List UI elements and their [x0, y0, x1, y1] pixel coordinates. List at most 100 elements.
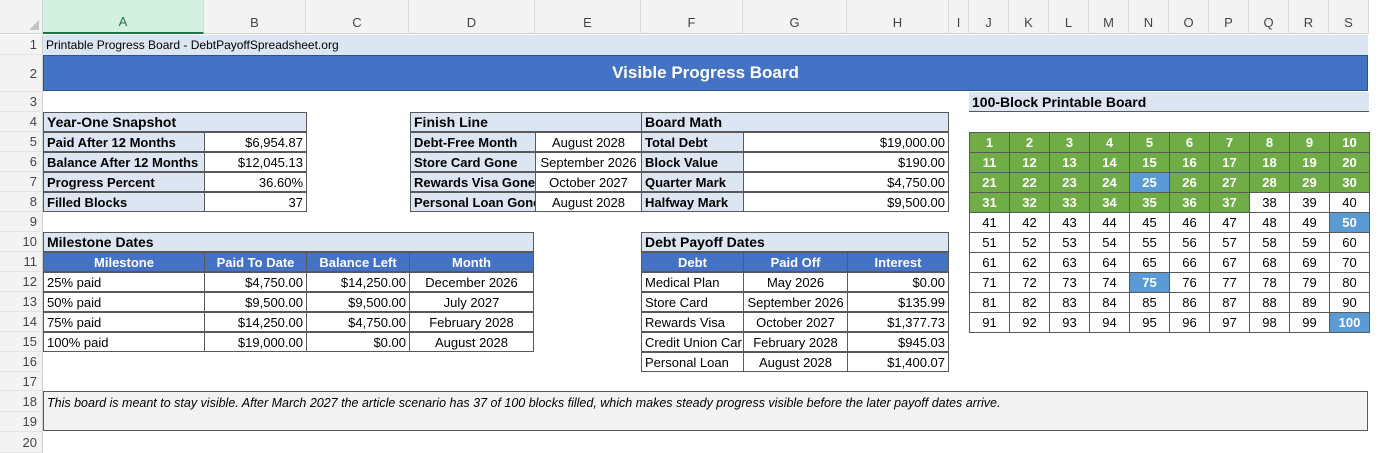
column-header-g[interactable]: G [743, 0, 847, 34]
row-header-16[interactable]: 16 [0, 352, 43, 372]
payoff-cell: October 2027 [743, 312, 848, 332]
column-header-h[interactable]: H [847, 0, 949, 34]
payoff-cell: Rewards Visa [641, 312, 744, 332]
payoff-cell: $1,377.73 [847, 312, 949, 332]
board-block-5: 5 [1129, 132, 1170, 153]
board-block-24: 24 [1089, 172, 1130, 193]
board-block-8: 8 [1249, 132, 1290, 153]
board-block-15: 15 [1129, 152, 1170, 173]
row-header-9[interactable]: 9 [0, 212, 43, 232]
board-block-35: 35 [1129, 192, 1170, 213]
milestones-header: Paid To Date [204, 252, 307, 272]
column-header-j[interactable]: J [969, 0, 1009, 34]
payoff-cell: August 2028 [743, 352, 848, 372]
board-block-22: 22 [1009, 172, 1050, 193]
column-header-f[interactable]: F [641, 0, 743, 34]
row-header-1[interactable]: 1 [0, 35, 43, 55]
row-header-2[interactable]: 2 [0, 55, 43, 92]
row-header-8[interactable]: 8 [0, 192, 43, 212]
board-block-44: 44 [1089, 212, 1130, 233]
select-all-triangle-icon [29, 20, 39, 30]
column-header-c[interactable]: C [306, 0, 409, 34]
column-header-e[interactable]: E [535, 0, 641, 34]
board-block-20: 20 [1329, 152, 1370, 173]
board-block-26: 26 [1169, 172, 1210, 193]
payoff-cell: Credit Union Car [641, 332, 744, 352]
column-header-l[interactable]: L [1049, 0, 1089, 34]
board-block-66: 66 [1169, 252, 1210, 273]
select-all-corner[interactable] [0, 0, 43, 34]
board-block-80: 80 [1329, 272, 1370, 293]
row-header-4[interactable]: 4 [0, 112, 43, 132]
column-header-r[interactable]: R [1289, 0, 1329, 34]
milestones-header: Month [409, 252, 534, 272]
milestones-cell: $9,500.00 [306, 292, 410, 312]
snapshot-title: Year-One Snapshot [43, 112, 307, 132]
row-header-3[interactable]: 3 [0, 92, 43, 112]
board-block-50: 50 [1329, 212, 1370, 233]
board-block-96: 96 [1169, 312, 1210, 333]
board-block-63: 63 [1049, 252, 1090, 273]
milestones-cell: $0.00 [306, 332, 410, 352]
board-block-54: 54 [1089, 232, 1130, 253]
column-header-o[interactable]: O [1169, 0, 1209, 34]
board-block-98: 98 [1249, 312, 1290, 333]
row-header-6[interactable]: 6 [0, 152, 43, 172]
row-header-17[interactable]: 17 [0, 372, 43, 391]
board-block-69: 69 [1289, 252, 1330, 273]
board-block-92: 92 [1009, 312, 1050, 333]
board-block-83: 83 [1049, 292, 1090, 313]
column-header-m[interactable]: M [1089, 0, 1129, 34]
row-header-18[interactable]: 18 [0, 391, 43, 412]
column-header-q[interactable]: Q [1249, 0, 1289, 34]
note-text: This board is meant to stay visible. Aft… [43, 391, 1368, 431]
board-block-45: 45 [1129, 212, 1170, 233]
board-block-55: 55 [1129, 232, 1170, 253]
row-header-20[interactable]: 20 [0, 432, 43, 453]
finish-line-title: Finish Line [410, 112, 642, 132]
column-header-k[interactable]: K [1009, 0, 1049, 34]
row-header-19[interactable]: 19 [0, 412, 43, 432]
board-block-86: 86 [1169, 292, 1210, 313]
column-header-i[interactable]: I [949, 0, 969, 34]
board-block-6: 6 [1169, 132, 1210, 153]
row-header-7[interactable]: 7 [0, 172, 43, 192]
payoff-cell: Personal Loan [641, 352, 744, 372]
milestones-cell: $4,750.00 [306, 312, 410, 332]
column-header-s[interactable]: S [1329, 0, 1369, 34]
row-header-13[interactable]: 13 [0, 292, 43, 312]
row-header-11[interactable]: 11 [0, 252, 43, 272]
board-block-40: 40 [1329, 192, 1370, 213]
row-header-10[interactable]: 10 [0, 232, 43, 252]
snapshot-label: Progress Percent [43, 172, 205, 192]
column-header-d[interactable]: D [409, 0, 535, 34]
payoff-cell: May 2026 [743, 272, 848, 292]
milestones-cell: 25% paid [43, 272, 205, 292]
board-block-17: 17 [1209, 152, 1250, 173]
board-block-30: 30 [1329, 172, 1370, 193]
column-header-a[interactable]: A [43, 0, 204, 34]
row-header-14[interactable]: 14 [0, 312, 43, 332]
column-header-p[interactable]: P [1209, 0, 1249, 34]
board-block-51: 51 [969, 232, 1010, 253]
payoff-cell: $0.00 [847, 272, 949, 292]
board-block-38: 38 [1249, 192, 1290, 213]
column-header-n[interactable]: N [1129, 0, 1169, 34]
board-block-23: 23 [1049, 172, 1090, 193]
board-block-97: 97 [1209, 312, 1250, 333]
row-header-5[interactable]: 5 [0, 132, 43, 152]
column-header-b[interactable]: B [204, 0, 306, 34]
board-block-82: 82 [1009, 292, 1050, 313]
row-header-12[interactable]: 12 [0, 272, 43, 292]
board-block-99: 99 [1289, 312, 1330, 333]
finish-line-label: Debt-Free Month [410, 132, 536, 152]
payoff-cell: $945.03 [847, 332, 949, 352]
payoff-cell: September 2026 [743, 292, 848, 312]
board-block-16: 16 [1169, 152, 1210, 173]
row-header-15[interactable]: 15 [0, 332, 43, 352]
board-block-67: 67 [1209, 252, 1250, 273]
board-block-48: 48 [1249, 212, 1290, 233]
board-block-1: 1 [969, 132, 1010, 153]
milestones-cell: December 2026 [409, 272, 534, 292]
board-block-11: 11 [969, 152, 1010, 173]
